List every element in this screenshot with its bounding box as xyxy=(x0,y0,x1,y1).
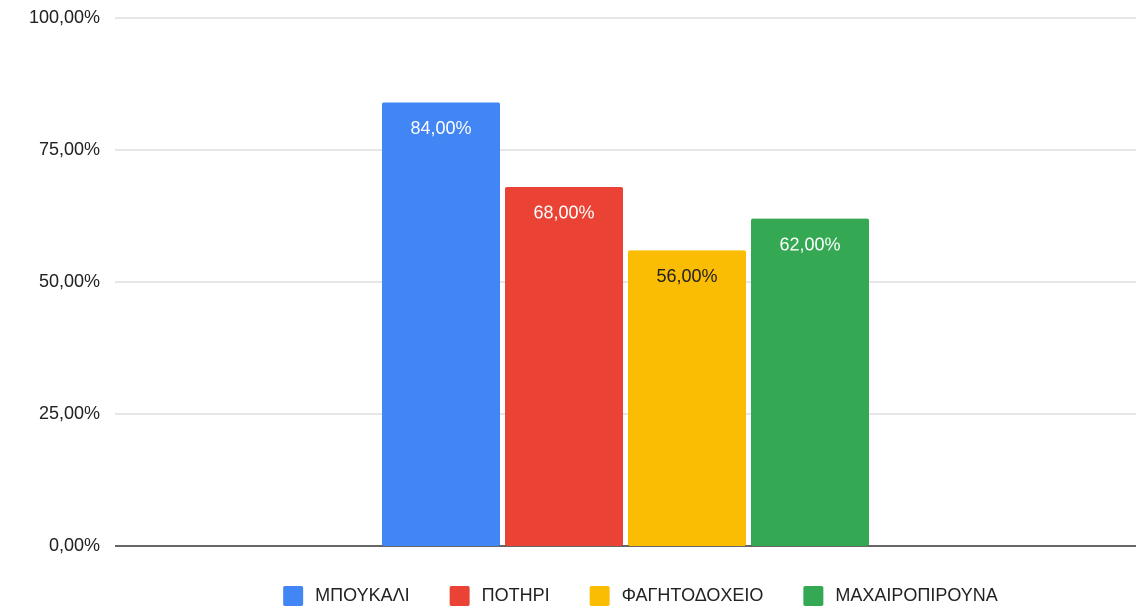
legend-label: ΦΑΓΗΤΟΔΟΧΕΙΟ xyxy=(622,585,764,605)
bar xyxy=(751,218,869,546)
legend-swatch xyxy=(283,586,304,606)
bar xyxy=(628,250,746,546)
legend-label: ΜΑΧΑΙΡΟΠΙΡΟΥΝΑ xyxy=(835,585,997,605)
y-tick-label: 50,00% xyxy=(39,271,100,291)
data-label: 56,00% xyxy=(656,266,717,286)
legend-label: ΠΟΤΗΡΙ xyxy=(482,585,550,605)
legend-label: ΜΠΟΥΚΑΛΙ xyxy=(315,585,409,605)
data-label: 68,00% xyxy=(533,203,594,223)
y-tick-label: 100,00% xyxy=(29,7,100,27)
y-tick-label: 75,00% xyxy=(39,139,100,159)
y-tick-label: 0,00% xyxy=(49,535,100,555)
data-label: 84,00% xyxy=(410,118,471,138)
legend-swatch xyxy=(803,586,824,606)
y-tick-label: 25,00% xyxy=(39,403,100,423)
bar xyxy=(382,102,500,546)
legend-swatch xyxy=(449,586,470,606)
legend-swatch xyxy=(589,586,610,606)
data-label: 62,00% xyxy=(779,234,840,254)
bar xyxy=(505,186,623,546)
